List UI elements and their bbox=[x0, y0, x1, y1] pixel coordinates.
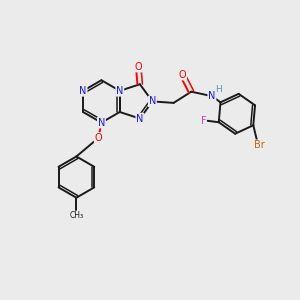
Text: N: N bbox=[149, 96, 156, 106]
Text: N: N bbox=[136, 114, 144, 124]
Text: F: F bbox=[201, 116, 206, 126]
Text: CH₃: CH₃ bbox=[69, 211, 83, 220]
Text: N: N bbox=[116, 86, 124, 96]
Text: N: N bbox=[98, 118, 105, 128]
Text: N: N bbox=[80, 86, 87, 96]
Text: H: H bbox=[215, 85, 222, 94]
Text: N: N bbox=[208, 91, 216, 101]
Text: O: O bbox=[95, 133, 102, 143]
Text: O: O bbox=[135, 61, 142, 72]
Text: Br: Br bbox=[254, 140, 265, 150]
Text: O: O bbox=[178, 70, 186, 80]
